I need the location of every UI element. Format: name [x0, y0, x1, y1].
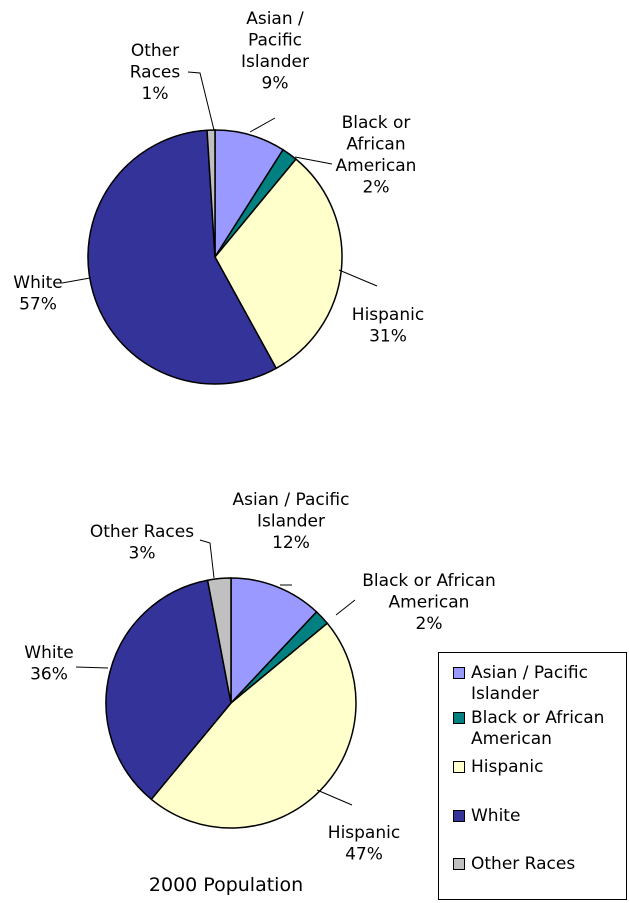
data-label-line: Asian / Pacific [233, 490, 350, 510]
leader-line-other-races [187, 71, 215, 131]
data-label-line: Pacific [248, 31, 302, 51]
legend: Asian / Pacific Islander Black or African… [438, 652, 627, 900]
data-label-asian-pacific-islander: Asian / Pacific Islander 9% [241, 9, 309, 94]
data-label-line: Black or [342, 113, 411, 133]
data-label-line: Asian / [246, 9, 304, 29]
pie-slice-asian-pacific-islander [230, 577, 318, 705]
legend-label-line-2: Islander [471, 684, 540, 704]
legend-swatch-hispanic [453, 761, 465, 773]
data-label-line: 9% [262, 74, 289, 94]
legend-label-white: White [471, 806, 521, 826]
legend-label-hispanic: Hispanic [471, 757, 544, 777]
legend-label-asian-pacific-islander: Asian / Pacific Islander [471, 663, 588, 705]
data-label-line: Hispanic [328, 823, 400, 843]
leader-line-hispanic [316, 789, 353, 806]
data-label-line: American [336, 156, 417, 176]
data-label-hispanic: Hispanic 47% [328, 823, 400, 865]
legend-label-line-1: Asian / Pacific [471, 663, 588, 683]
data-label-line: 2% [363, 178, 390, 198]
data-label-black-african-american: Black or African American 2% [336, 113, 417, 198]
data-label-line: White [13, 273, 62, 293]
legend-swatch-asian-pacific-islander [453, 667, 465, 679]
data-label-asian-pacific-islander: Asian / Pacific Islander 12% [233, 490, 350, 553]
legend-item-hispanic: Hispanic [453, 757, 543, 778]
legend-label-line-2: American [471, 729, 552, 749]
pie-slice-white [105, 579, 232, 801]
data-label-line: 57% [19, 295, 57, 315]
legend-label-line-1: Black or African [471, 708, 605, 728]
legend-swatch-white [453, 810, 465, 822]
legend-item-asian-pacific-islander: Asian / Pacific Islander [453, 663, 588, 705]
leader-line-white [61, 277, 91, 284]
leader-line-black-african-american [294, 156, 333, 165]
data-label-line: 47% [345, 845, 383, 865]
legend-item-other-races: Other Races [453, 854, 575, 875]
data-label-line: White [24, 643, 73, 663]
data-label-line: Hispanic [352, 305, 424, 325]
chart-title-2000-population: 2000 Population [149, 874, 303, 896]
legend-label-black-african-american: Black or African American [471, 708, 604, 750]
data-label-line: Other [131, 41, 179, 61]
legend-swatch-black-african-american [453, 712, 465, 724]
leader-line-black-african-american [335, 599, 356, 616]
data-label-line: American [389, 593, 470, 613]
data-label-line: Races [130, 63, 181, 83]
legend-label-other-races: Other Races [471, 854, 576, 874]
data-label-line: Islander [241, 52, 309, 72]
legend-item-black-african-american: Black or African American [453, 708, 604, 750]
data-label-white: White 57% [13, 273, 62, 315]
leader-line-asian-pacific-islander [249, 117, 276, 133]
pie-chart-1: Asian / Pacific Islander 9%Black or African A… [13, 9, 424, 385]
data-label-line: 31% [369, 327, 407, 347]
data-label-line: 1% [142, 84, 169, 104]
data-label-line: Islander [257, 512, 325, 532]
pie-slice-other-races [206, 129, 216, 258]
data-label-line: 2% [416, 614, 443, 634]
data-label-other-races: Other Races 3% [90, 522, 194, 564]
pie-chart-2: Asian / Pacific Islander 12%Black or Afric… [24, 490, 495, 865]
data-label-hispanic: Hispanic 31% [352, 305, 424, 347]
legend-item-white: White [453, 806, 520, 827]
data-label-line: 3% [129, 544, 156, 564]
data-label-other-races: Other Races 1% [130, 41, 181, 104]
data-label-black-african-american: Black or African American 2% [362, 571, 495, 634]
data-label-line: 12% [272, 533, 310, 553]
pie-slice-other-races [206, 577, 232, 704]
data-label-line: Other Races [90, 522, 194, 542]
leader-line-hispanic [338, 269, 378, 287]
leader-line-other-races [199, 539, 215, 579]
data-label-line: African [346, 135, 405, 155]
pie-slice-hispanic [214, 158, 343, 370]
pie-slice-white [87, 129, 278, 385]
data-label-line: Black or African [362, 571, 495, 591]
data-label-white: White 36% [24, 643, 73, 685]
data-label-line: 36% [30, 665, 68, 685]
legend-swatch-other-races [453, 858, 465, 870]
leader-line-white [75, 666, 109, 669]
